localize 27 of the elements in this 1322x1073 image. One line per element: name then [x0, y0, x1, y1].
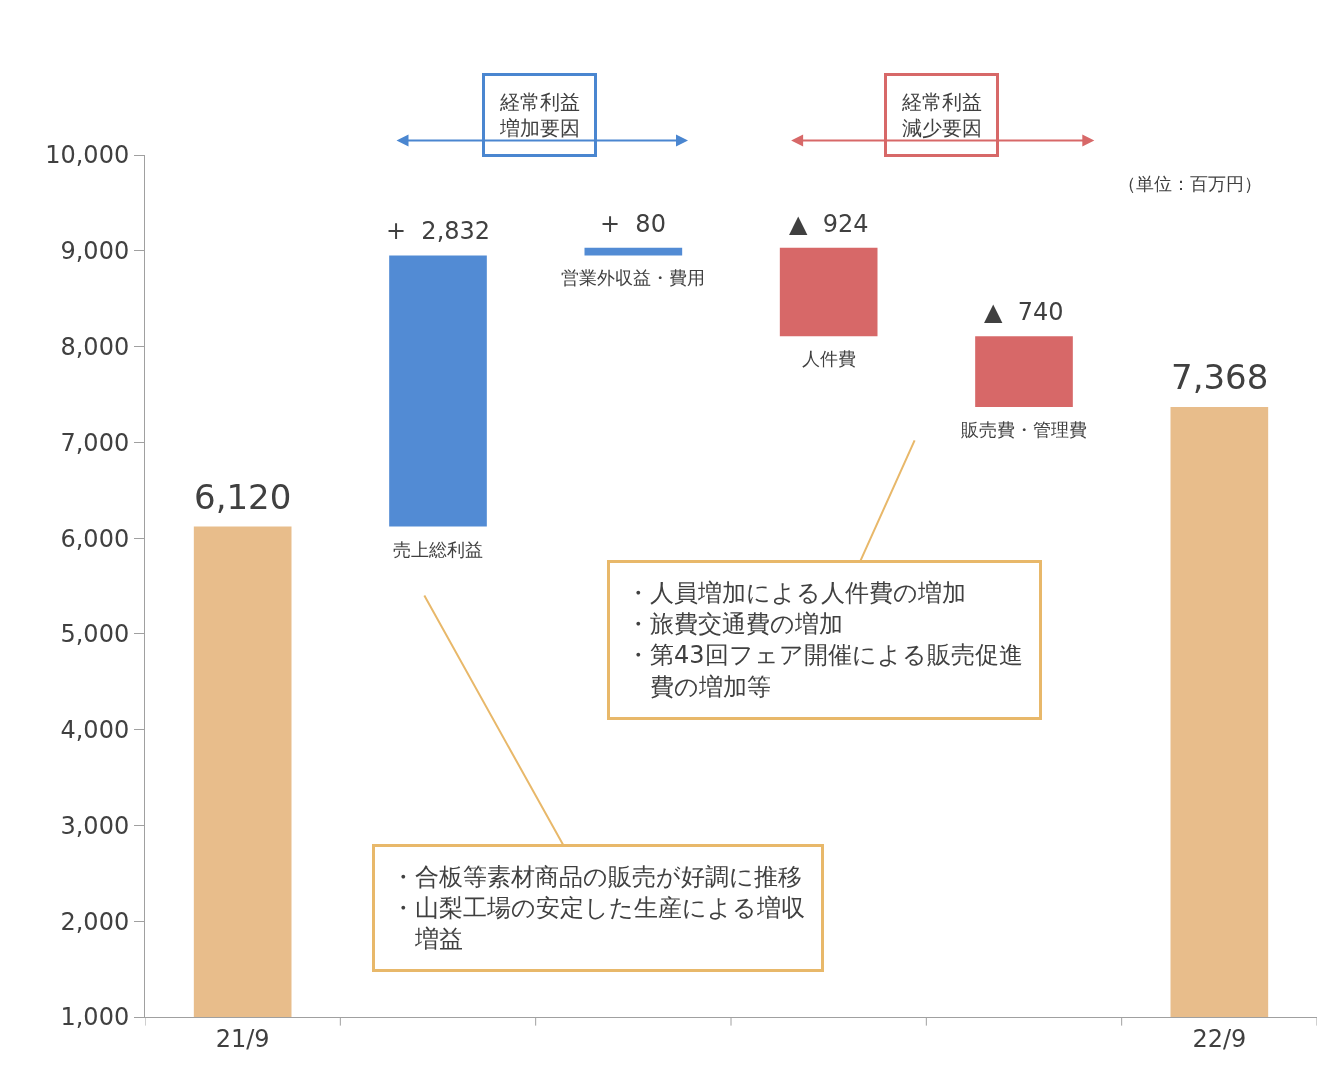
x-tick-label: 営業外収益・費用: [561, 267, 705, 288]
y-tick-label: 7,000: [60, 428, 130, 457]
annotation: ・人員増加による人件費の増加・旅費交通費の増加・第43回フェア開催による販売促進費の増加等: [626, 579, 1023, 701]
x-tick-label: 22/9: [1192, 1024, 1247, 1053]
annotation: ・合板等素材商品の販売が好調に推移・山梨工場の安定した生産による増収増益: [391, 863, 805, 954]
y-tick-label: 3,000: [60, 811, 130, 840]
data-label: ▲ 924: [789, 210, 869, 238]
data-label: 6,120: [194, 477, 292, 517]
text: 経常利益増加要因: [499, 90, 580, 140]
y-tick-label: 2,000: [60, 907, 130, 936]
x-tick-label: 人件費: [802, 348, 856, 369]
y-tick-label: 9,000: [60, 237, 130, 266]
y-tick-label: 6,000: [60, 524, 130, 553]
x-tick-label: 21/9: [215, 1024, 270, 1053]
annotation: （単位：百万円）: [1118, 173, 1262, 194]
y-tick-label: 1,000: [60, 1003, 130, 1032]
y-tick-label: 4,000: [60, 716, 130, 745]
data-label: + 2,832: [386, 217, 491, 245]
y-tick-label: 8,000: [60, 332, 130, 361]
data-label: + 80: [600, 210, 666, 238]
data-label: 7,368: [1171, 357, 1269, 397]
y-tick-label: 5,000: [60, 620, 130, 649]
x-tick-label: 売上総利益: [393, 539, 483, 560]
y-tick-label: 10,000: [45, 141, 130, 170]
text: 経常利益減少要因: [901, 90, 982, 140]
x-tick-label: 販売費・管理費: [961, 419, 1087, 440]
data-label: ▲ 740: [984, 298, 1064, 326]
